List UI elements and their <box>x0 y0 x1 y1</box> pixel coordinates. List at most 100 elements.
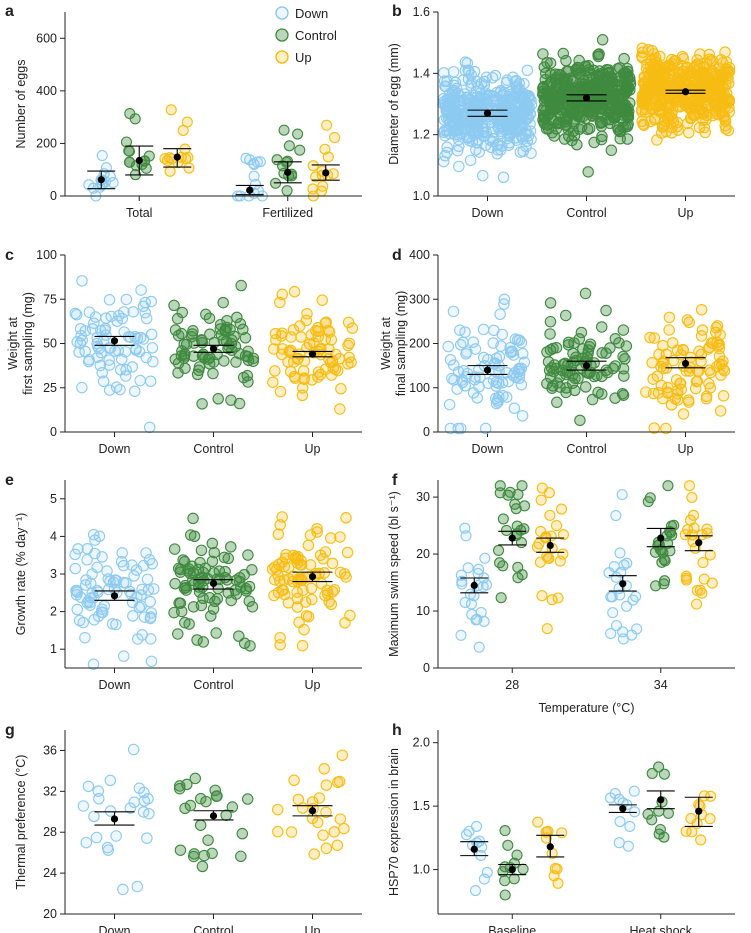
data-point <box>205 610 217 622</box>
data-point <box>328 826 340 838</box>
data-point <box>233 397 246 410</box>
data-point <box>464 588 477 600</box>
data-point <box>710 326 722 339</box>
data-point <box>118 306 130 318</box>
data-point <box>594 117 607 129</box>
data-point <box>617 324 630 336</box>
data-point <box>497 560 509 572</box>
data-point <box>559 119 572 131</box>
y-tick-label: 2.0 <box>413 736 430 750</box>
data-point <box>206 537 219 550</box>
data-point <box>77 800 90 812</box>
data-point <box>132 633 144 645</box>
mean-point <box>483 109 492 117</box>
data-point <box>494 308 506 320</box>
data-point <box>713 62 725 75</box>
data-point <box>614 815 626 828</box>
data-point <box>95 324 107 337</box>
mean-point <box>681 88 690 96</box>
data-point <box>617 121 629 134</box>
data-point <box>103 294 116 306</box>
data-point <box>517 863 529 875</box>
y-axis-label: Diameter of egg (mm) <box>387 43 401 165</box>
y-axis-label: Number of eggs <box>14 60 28 149</box>
data-point <box>644 331 656 344</box>
data-point <box>313 792 326 804</box>
data-point <box>197 592 209 605</box>
data-point <box>304 559 317 571</box>
data-point <box>88 317 100 329</box>
data-point <box>554 69 567 81</box>
data-point <box>336 749 349 761</box>
data-point <box>546 594 558 606</box>
data-point <box>646 767 658 780</box>
data-point <box>271 803 284 816</box>
data-point <box>217 296 229 309</box>
mean-ci <box>684 796 713 827</box>
data-point <box>143 421 156 434</box>
data-point <box>462 562 474 574</box>
mean-ci <box>566 360 607 371</box>
legend-label: Down <box>295 6 328 21</box>
data-point <box>438 67 450 79</box>
x-tick-label: Up <box>305 678 321 692</box>
data-point <box>102 844 115 856</box>
data-point <box>275 330 288 342</box>
mean-ci <box>94 811 135 826</box>
data-point <box>198 849 210 862</box>
data-point <box>694 48 706 60</box>
data-point <box>554 555 566 567</box>
data-point <box>683 480 696 492</box>
data-point <box>181 116 193 128</box>
data-point <box>117 883 129 896</box>
data-point <box>551 396 563 409</box>
data-point <box>565 72 577 84</box>
data-point <box>636 115 648 128</box>
data-point <box>706 577 718 589</box>
data-point <box>453 160 465 173</box>
data-point <box>680 78 692 90</box>
data-point <box>508 402 521 414</box>
legend: Down Control Up <box>275 6 337 65</box>
data-point <box>458 123 471 136</box>
data-point <box>680 825 692 837</box>
data-point <box>609 360 622 372</box>
data-point <box>543 487 555 499</box>
data-point <box>497 513 509 525</box>
data-point <box>688 522 700 534</box>
data-point <box>704 549 716 561</box>
data-point <box>455 629 467 641</box>
data-point <box>686 491 698 504</box>
data-point <box>173 782 186 795</box>
data-point <box>219 571 231 584</box>
data-point <box>222 552 235 565</box>
data-point <box>629 806 641 818</box>
data-point <box>582 166 594 178</box>
data-point <box>168 299 180 312</box>
data-point <box>615 566 627 578</box>
mean-ci <box>498 530 527 546</box>
data-point <box>129 113 141 125</box>
data-point <box>473 380 485 393</box>
data-point <box>555 503 568 515</box>
data-point <box>696 324 709 336</box>
data-point <box>607 607 619 619</box>
mean-ci <box>646 790 675 810</box>
data-point <box>119 370 132 382</box>
data-point <box>460 348 472 360</box>
data-point <box>126 361 139 373</box>
data-point <box>312 331 324 343</box>
data-point <box>515 130 528 142</box>
data-point <box>500 524 513 536</box>
axes <box>433 730 735 915</box>
mean-point <box>173 153 181 161</box>
data-point <box>534 556 546 568</box>
axes <box>60 12 362 197</box>
data-point <box>495 340 507 352</box>
data-point <box>560 309 572 322</box>
data-point <box>324 532 337 544</box>
mean-point <box>308 807 317 815</box>
mean-point <box>246 186 254 194</box>
data-point <box>645 55 657 67</box>
data-point <box>188 578 200 590</box>
